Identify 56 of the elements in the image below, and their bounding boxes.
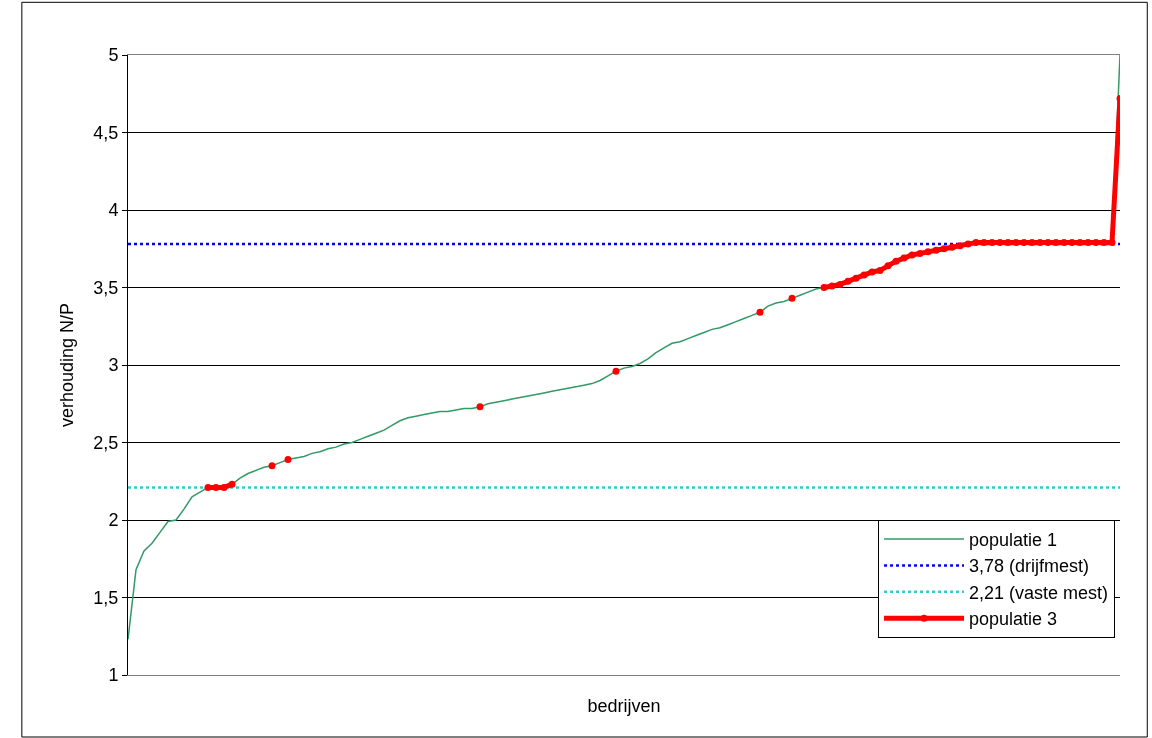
point	[892, 257, 900, 265]
x-axis-title: bedrijven	[587, 695, 661, 716]
y-tick-label: 2	[108, 510, 119, 531]
y-tick-label: 5	[108, 45, 119, 66]
y-axis-title: verhouding N/P	[56, 302, 77, 428]
point	[844, 277, 852, 285]
legend-label: 2,21 (vaste mest)	[969, 582, 1109, 603]
y-tick-label: 2,5	[93, 432, 119, 453]
y-tick-label: 3	[108, 355, 119, 376]
y-tick-label: 1,5	[93, 587, 119, 608]
point	[1012, 239, 1020, 247]
point	[980, 239, 988, 247]
y-tick-label: 4,5	[93, 122, 119, 143]
point	[1052, 239, 1060, 247]
point	[940, 245, 948, 253]
y-tick-label: 1	[108, 665, 119, 686]
y-tick-label: 3,5	[93, 277, 119, 298]
point	[924, 248, 932, 256]
point	[220, 483, 228, 491]
point	[884, 262, 892, 270]
point	[212, 483, 220, 491]
point	[1084, 239, 1092, 247]
point	[932, 246, 940, 254]
point	[908, 251, 916, 259]
point	[820, 284, 828, 291]
y-tick-label: 4	[108, 200, 119, 221]
legend-label: 3,78 (drijfmest)	[969, 556, 1090, 577]
point	[972, 239, 980, 247]
point	[836, 280, 844, 288]
point	[964, 240, 972, 248]
point	[828, 282, 836, 290]
point	[1044, 239, 1052, 247]
point	[1060, 239, 1068, 247]
point	[868, 268, 876, 276]
point	[948, 243, 956, 251]
point	[1092, 239, 1100, 247]
legend-label: populatie 3	[969, 609, 1058, 630]
point	[1028, 239, 1036, 247]
point	[228, 480, 236, 488]
legend-label: populatie 1	[969, 530, 1058, 551]
point	[956, 242, 964, 250]
point	[860, 271, 868, 279]
point	[1100, 239, 1108, 247]
point	[204, 483, 212, 491]
point	[988, 239, 996, 247]
point	[852, 274, 860, 282]
point	[900, 254, 908, 262]
point	[916, 249, 924, 257]
point	[1108, 239, 1116, 247]
point	[1036, 239, 1044, 247]
point	[1068, 239, 1076, 247]
point	[1076, 239, 1084, 247]
point	[876, 266, 884, 274]
point	[1020, 239, 1028, 247]
point	[996, 239, 1004, 247]
point	[1004, 239, 1012, 247]
